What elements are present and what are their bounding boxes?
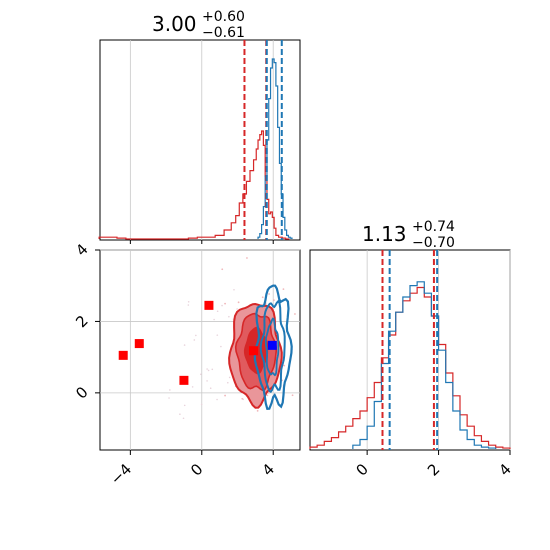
joint-sample-point (216, 398, 218, 401)
hist-param2-x-ticks: 0 2 4 (352, 450, 515, 480)
joint-sample-point (226, 381, 229, 384)
joint-sample-point (237, 301, 240, 304)
joint-sample-point (183, 344, 186, 346)
hist-param1-grid (129, 40, 274, 244)
joint-sample-point (273, 299, 275, 302)
hist-param2-quantile-lines (381, 250, 439, 450)
param1-title-plus: +0.60 (202, 9, 245, 25)
hist-param2-x-tick-label: 4 (495, 460, 514, 479)
joint-red-marker (134, 339, 144, 349)
joint-sample-point (261, 296, 264, 299)
joint-sample-point (268, 293, 271, 295)
hist-param1-blue-steps (257, 58, 293, 239)
hist-param2-panel: 0 2 4 (309, 249, 515, 480)
joint-red-marker (204, 300, 214, 310)
joint-red-marker (118, 350, 128, 360)
joint-sample-point (191, 386, 194, 388)
joint-red-marker (179, 375, 189, 385)
param2-title-value: 1.13 (362, 222, 407, 246)
joint-sample-point (242, 398, 245, 401)
param2-title-minus: −0.70 (412, 235, 455, 251)
joint-sample-point (228, 376, 231, 379)
joint-blue-contour-inner (264, 317, 280, 377)
joint-sample-point (283, 364, 286, 367)
joint-sample-point (221, 268, 224, 271)
joint-sample-point (182, 417, 185, 420)
hist-param2-blue-steps (352, 281, 497, 449)
joint-sample-point (224, 302, 226, 305)
joint-contours (228, 284, 293, 410)
joint-sample-point (179, 413, 181, 416)
hist-param1-panel (98, 39, 301, 244)
joint-sample-point (187, 304, 190, 306)
joint-sample-point (200, 403, 203, 406)
joint-y-ticks: 0 2 4 (72, 240, 100, 403)
joint-sample-point (216, 310, 219, 313)
hist-param2-steps (309, 281, 511, 449)
joint-sample-point (207, 369, 210, 372)
joint-x-tick-label: 0 (187, 460, 206, 479)
joint-y-tick-label: 2 (72, 312, 91, 331)
joint-sample-point (233, 288, 235, 291)
joint-sample-point (209, 387, 212, 390)
joint-y-tick-label: 4 (72, 240, 91, 259)
joint-x-tick-label: −4 (107, 460, 135, 488)
joint-sample-point (221, 304, 223, 307)
joint-sample-point (206, 368, 208, 370)
param2-title-plus: +0.74 (412, 219, 455, 235)
joint-sample-point (266, 394, 269, 397)
joint-blue-marker (267, 340, 277, 350)
joint-x-ticks: −4 0 4 (107, 450, 278, 488)
joint-x-tick-label: 4 (259, 460, 278, 479)
param1-title-value: 3.00 (152, 12, 197, 36)
joint-sample-point (200, 373, 202, 376)
joint-sample-point (256, 409, 259, 412)
joint-panel: −4 0 4 0 2 4 (72, 240, 301, 488)
param1-title-minus: −0.61 (202, 25, 245, 41)
joint-sample-point (193, 339, 196, 341)
joint-sample-point (224, 394, 226, 397)
joint-sample-point (213, 318, 215, 321)
joint-sample-point (282, 288, 285, 291)
hist-param1-steps (98, 58, 293, 240)
joint-sample-point (294, 313, 296, 315)
joint-sample-point (183, 404, 186, 407)
joint-blue-contour-mid (259, 299, 286, 394)
joint-sample-point (187, 300, 190, 303)
joint-sample-point (168, 397, 170, 399)
joint-sample-point (246, 257, 248, 259)
joint-y-tick-label: 0 (72, 383, 91, 402)
joint-sample-point (236, 308, 238, 310)
hist-param1-red-steps (98, 130, 290, 240)
hist-param2-x-tick-label: 0 (352, 460, 371, 479)
joint-sample-point (267, 391, 270, 394)
hist-param1-quantile-lines (243, 40, 283, 240)
joint-sample-point (216, 334, 219, 336)
hist-param2-x-tick-label: 2 (424, 460, 443, 479)
joint-sample-point (206, 380, 208, 382)
joint-sample-point (291, 394, 294, 397)
joint-sample-point (211, 368, 214, 371)
joint-sample-point (195, 334, 197, 337)
joint-markers (118, 300, 277, 385)
joint-sample-point (220, 345, 222, 348)
joint-sample-point (228, 315, 230, 318)
joint-red-marker (249, 346, 259, 356)
hist-param2-frame (309, 249, 511, 451)
joint-sample-point (169, 389, 171, 391)
